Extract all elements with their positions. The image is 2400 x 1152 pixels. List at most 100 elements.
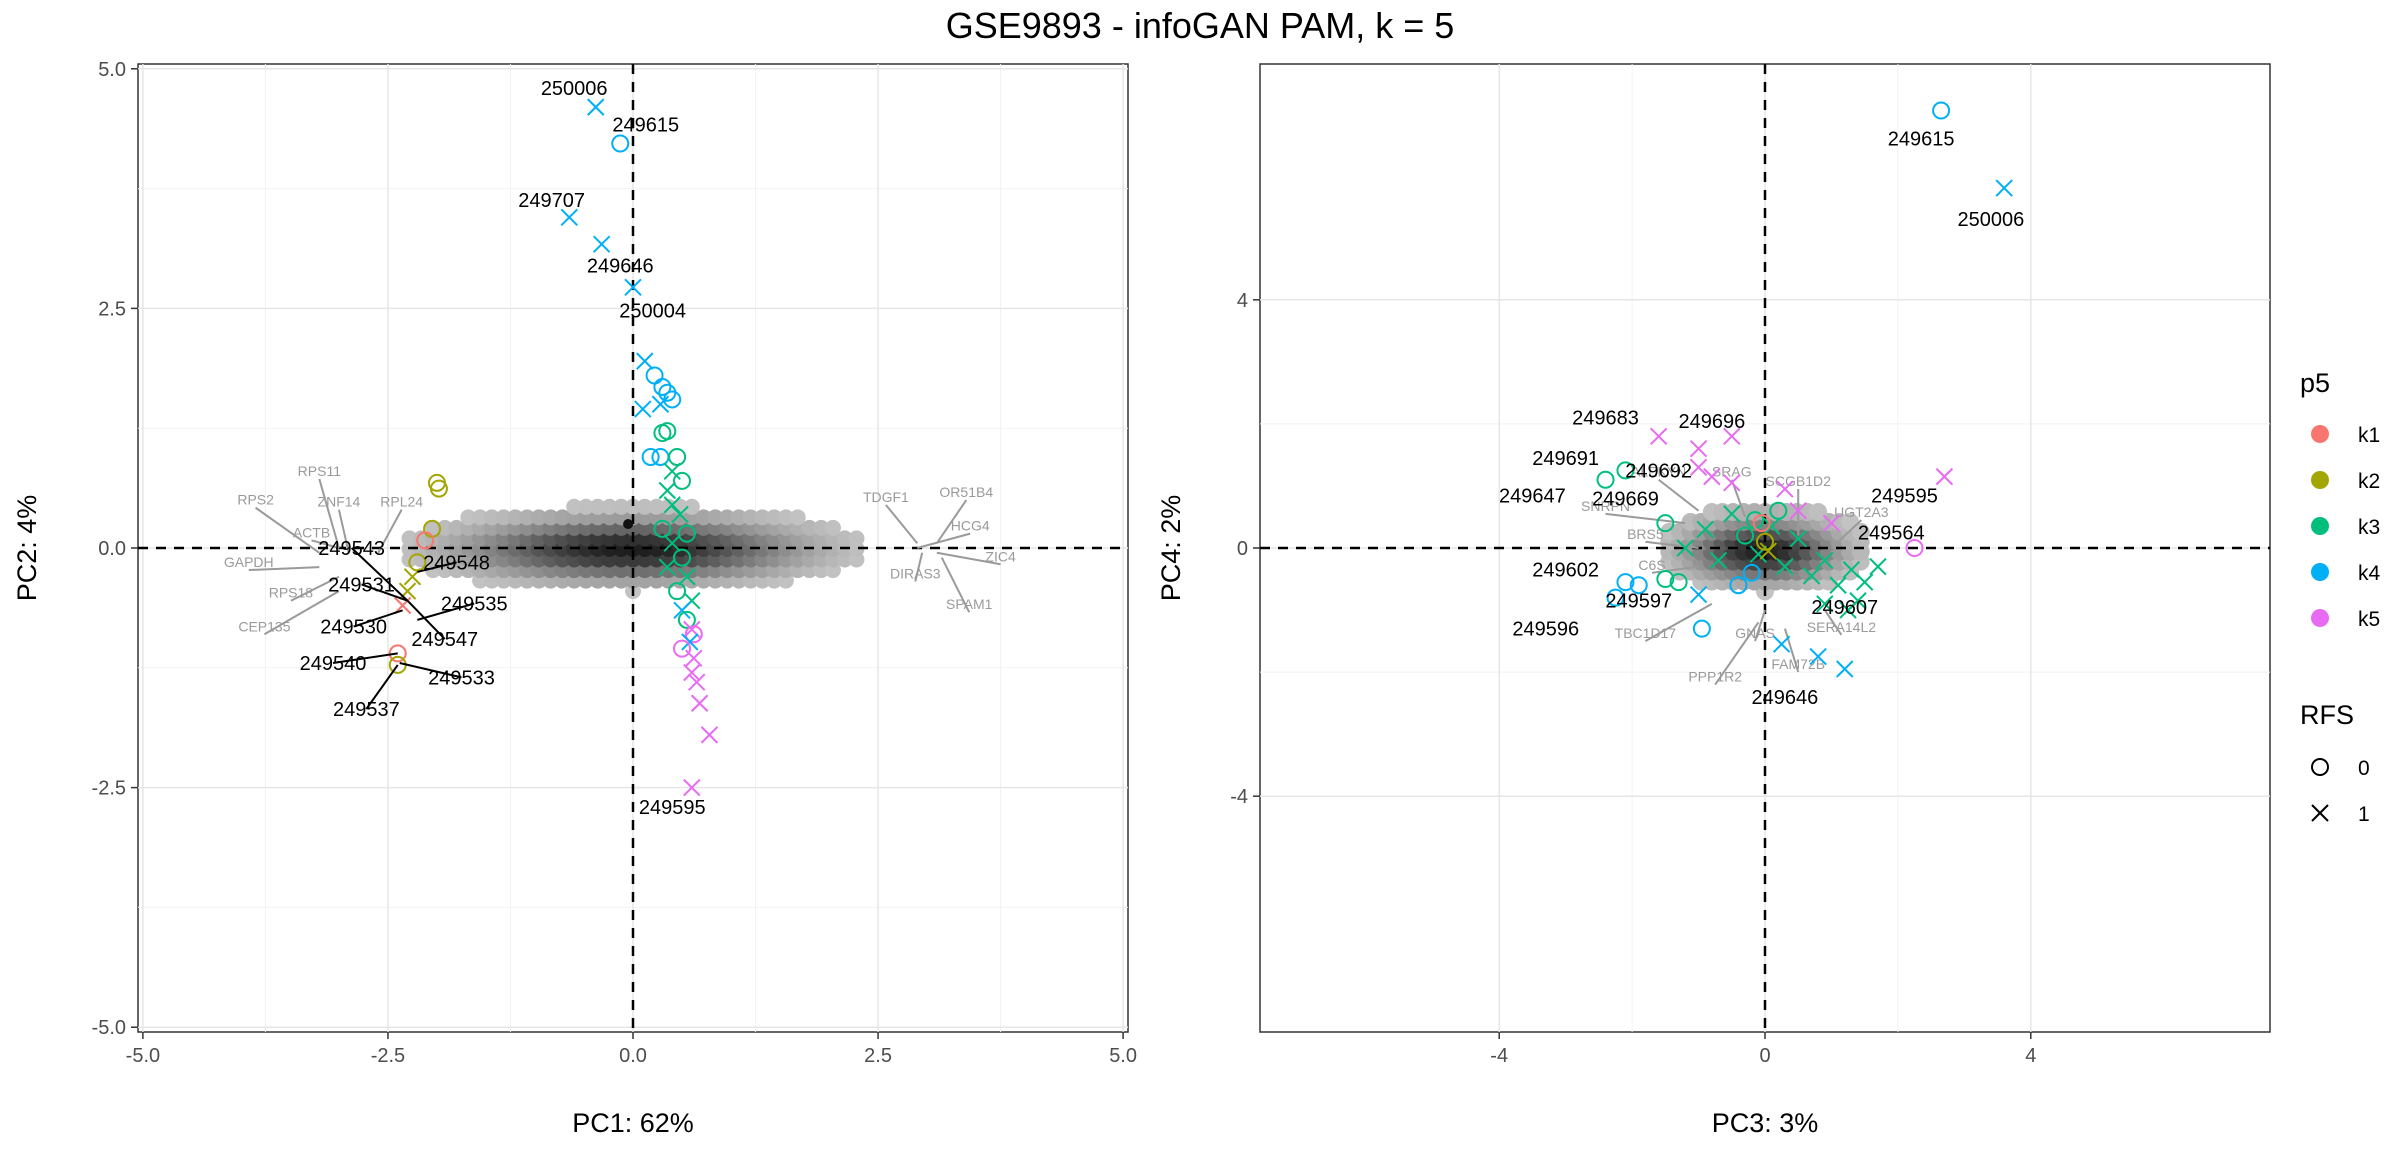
sample-point bbox=[663, 496, 681, 514]
sample-label: 249669 bbox=[1592, 488, 1659, 510]
gene-label-connector bbox=[940, 557, 971, 613]
sample-point bbox=[1789, 502, 1807, 520]
sample-point bbox=[1935, 467, 1954, 486]
sample-point bbox=[1606, 588, 1625, 607]
sample-point bbox=[1816, 551, 1834, 570]
gene-label-connector bbox=[1714, 621, 1760, 686]
gene-label-connector bbox=[318, 478, 340, 549]
legend-shape-items: 01 bbox=[2311, 757, 2370, 826]
gene-label: DIRAS3 bbox=[890, 566, 941, 582]
x-tick-label: 0 bbox=[1759, 1045, 1770, 1067]
legend-label-k4: k4 bbox=[2358, 562, 2381, 585]
legend-cross-shape bbox=[2311, 804, 2329, 822]
sample-label: 249615 bbox=[612, 114, 679, 136]
sample-point bbox=[1596, 470, 1615, 489]
sample-label: 249535 bbox=[441, 594, 508, 616]
gene-label: GAPDH bbox=[224, 554, 274, 570]
sample-point bbox=[1836, 660, 1854, 678]
sample-point bbox=[587, 98, 605, 116]
legend-shape-label: 1 bbox=[2358, 803, 2370, 826]
sample-point bbox=[668, 582, 687, 601]
hex-cell bbox=[566, 498, 583, 515]
sample-point bbox=[1855, 573, 1874, 591]
hex-cell bbox=[542, 509, 559, 526]
hex-cell bbox=[719, 509, 736, 526]
gene-label: CEP135 bbox=[238, 618, 290, 634]
gene-label: SCGB1D2 bbox=[1766, 473, 1832, 489]
y-axis-title: PC2: 4% bbox=[12, 495, 42, 602]
x-tick-label: 5.0 bbox=[1109, 1045, 1137, 1067]
gene-label: RPS2 bbox=[237, 492, 274, 508]
gene-label-connector bbox=[290, 575, 340, 602]
sample-label: 250004 bbox=[619, 300, 686, 322]
sample-point bbox=[1849, 592, 1867, 610]
hex-cell bbox=[695, 509, 712, 526]
gene-label-connector bbox=[311, 539, 340, 549]
sample-point bbox=[1769, 501, 1788, 520]
hex-cell bbox=[436, 519, 453, 536]
hex-cell bbox=[836, 530, 853, 547]
gene-label: OR51B4 bbox=[939, 484, 993, 500]
gene-label: ZIC4 bbox=[985, 548, 1016, 564]
sample-point bbox=[1869, 557, 1887, 576]
hex-cell bbox=[483, 509, 500, 526]
gene-label: SPAM1 bbox=[946, 596, 993, 612]
hex-cell bbox=[472, 509, 489, 526]
sample-point bbox=[1723, 474, 1741, 492]
hex-cell bbox=[577, 498, 594, 515]
hex-cell bbox=[519, 509, 536, 526]
y-tick-label: -4 bbox=[1230, 786, 1248, 808]
sample-point bbox=[677, 610, 696, 629]
x-tick-label: 2.5 bbox=[864, 1045, 892, 1067]
gene-label: TBC1D17 bbox=[1615, 625, 1677, 641]
sample-point bbox=[673, 601, 691, 620]
gene-label-connector bbox=[1754, 609, 1766, 642]
gene-label-connector bbox=[1830, 519, 1863, 549]
sample-point bbox=[1829, 576, 1847, 594]
sample-point bbox=[1776, 480, 1794, 498]
sample-label: 249543 bbox=[318, 538, 385, 560]
sample-point bbox=[1669, 573, 1688, 592]
x-tick-label: 4 bbox=[2025, 1045, 2036, 1067]
axis-ticks: -4 0 4 -4 0 4 bbox=[1230, 290, 2036, 1067]
sample-label: 249530 bbox=[320, 617, 387, 639]
sample-label: 250006 bbox=[1958, 209, 2025, 231]
sample-point bbox=[1692, 619, 1711, 638]
sample-point bbox=[1736, 526, 1755, 545]
sample-point bbox=[1656, 514, 1675, 533]
gene-label-connector bbox=[1644, 602, 1713, 642]
sample-label-connector bbox=[417, 561, 457, 573]
gene-label-connector bbox=[255, 506, 320, 554]
gene-label-connector bbox=[1651, 565, 1699, 574]
sample-point bbox=[611, 134, 630, 153]
hex-cell bbox=[848, 530, 865, 547]
sample-point bbox=[592, 235, 611, 253]
hex-cell bbox=[554, 509, 571, 526]
sample-point bbox=[663, 390, 682, 409]
sample-point bbox=[1616, 461, 1635, 480]
sample-point bbox=[653, 519, 672, 538]
sample-point bbox=[658, 481, 677, 500]
sample-label: 249615 bbox=[1888, 128, 1955, 150]
y-tick-label: -5.0 bbox=[92, 1017, 126, 1039]
sample-point bbox=[663, 534, 681, 552]
sample-point bbox=[1759, 542, 1778, 560]
sample-point bbox=[671, 505, 689, 524]
gene-label: ALEKYN bbox=[1631, 464, 1686, 480]
sample-point bbox=[690, 694, 709, 712]
hex-cell bbox=[707, 509, 724, 526]
gene-label-connector bbox=[885, 504, 919, 544]
sample-point bbox=[1689, 458, 1708, 477]
gene-label: SNRPN bbox=[1581, 498, 1630, 514]
gene-label-connector bbox=[377, 509, 403, 554]
sample-label: 249547 bbox=[411, 629, 478, 651]
x-axis-title: PC3: 3% bbox=[1712, 1108, 1819, 1138]
hex-cell bbox=[448, 519, 465, 536]
sample-labels: 249615 250006 249683 249696 249691 249692 2496… bbox=[1499, 128, 2024, 708]
gene-label-connector bbox=[1605, 512, 1686, 525]
x-tick-label: -5.0 bbox=[126, 1045, 160, 1067]
sample-point bbox=[1789, 529, 1807, 548]
